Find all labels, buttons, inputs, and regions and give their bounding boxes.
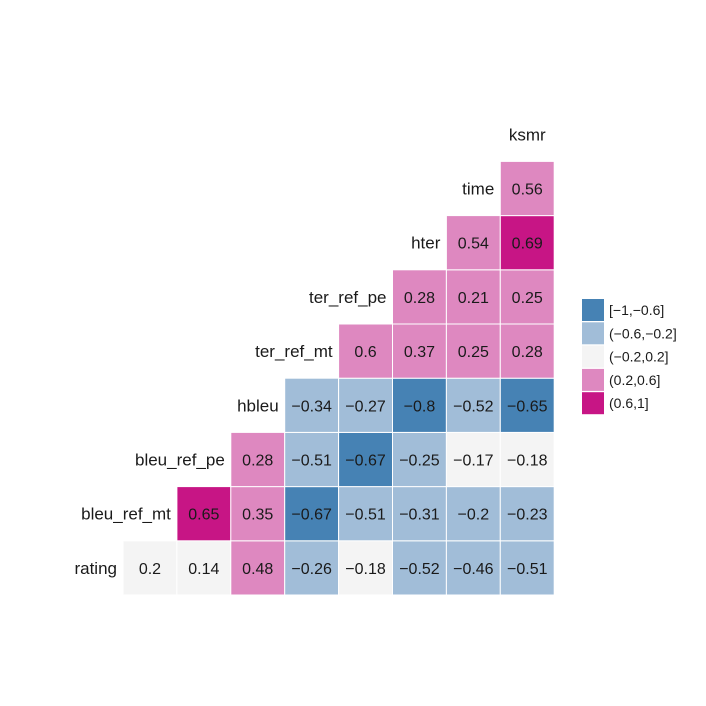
cell-value-label: 0.37 bbox=[404, 344, 435, 361]
legend-label-0: [−1,−0.6] bbox=[609, 302, 664, 318]
cell-value-label: 0.6 bbox=[354, 344, 376, 361]
cell-value-label: 0.65 bbox=[188, 507, 219, 524]
heatmap-cell-ksmr-rating bbox=[499, 540, 555, 596]
heatmap-cell-hter-ter_ref_pe bbox=[392, 269, 447, 325]
heatmap-cells: 0.2 0.14 0.65 0.48 0.35 0.28 −0.26 −0.67 −0.51 −0… bbox=[122, 160, 555, 596]
heatmap-cell-hbleu-bleu_ref_mt bbox=[230, 486, 286, 542]
heatmap-cell-hbleu-bleu_ref_pe bbox=[230, 431, 286, 488]
legend-label-2: (−0.2,0.2] bbox=[609, 349, 669, 365]
heatmap-cell-ksmr-time bbox=[499, 160, 555, 217]
cell-value-label: 0.28 bbox=[512, 344, 543, 361]
cell-value-label: −0.23 bbox=[507, 507, 548, 524]
heatmap-cell-hter-bleu_ref_pe bbox=[392, 431, 447, 488]
variable-label-bleu-ref-mt: bleu_ref_mt bbox=[81, 505, 171, 524]
cell-value-label: −0.65 bbox=[507, 398, 548, 415]
legend-swatch-3 bbox=[582, 368, 604, 391]
cell-value-label: 0.25 bbox=[512, 290, 543, 307]
heatmap-cell-ter_ref_pe-bleu_ref_mt bbox=[338, 486, 394, 542]
legend-label-3: (0.2,0.6] bbox=[609, 372, 660, 388]
heatmap-cell-time-ter_ref_pe bbox=[445, 269, 501, 325]
cell-value-label: 0.28 bbox=[404, 290, 435, 307]
cell-value-label: −0.25 bbox=[399, 453, 440, 470]
heatmap-cell-hter-rating bbox=[392, 540, 447, 596]
heatmap-cell-ksmr-hter bbox=[499, 215, 555, 271]
heatmap-cell-hter-bleu_ref_mt bbox=[392, 486, 447, 542]
cell-value-label: −0.51 bbox=[345, 507, 386, 524]
heatmap-cell-time-hbleu bbox=[445, 377, 501, 433]
cell-value-label: 0.48 bbox=[242, 561, 273, 578]
heatmap-cell-ksmr-hbleu bbox=[499, 377, 555, 433]
cell-value-label: −0.26 bbox=[291, 561, 332, 578]
cell-value-label: 0.25 bbox=[458, 344, 489, 361]
heatmap-cell-bleu_ref_mt-rating bbox=[122, 540, 178, 596]
cell-value-label: −0.51 bbox=[291, 453, 332, 470]
cell-value-label: −0.18 bbox=[345, 561, 386, 578]
heatmap-cell-ter_ref_mt-hbleu bbox=[284, 377, 340, 433]
cell-value-label: −0.17 bbox=[453, 453, 494, 470]
cell-value-label: 0.21 bbox=[458, 290, 489, 307]
variable-label-ksmr: ksmr bbox=[509, 125, 546, 144]
cell-value-label: −0.8 bbox=[404, 398, 436, 415]
legend-swatch-0 bbox=[582, 299, 604, 321]
heatmap-cell-ksmr-ter_ref_pe bbox=[499, 269, 555, 325]
heatmap-cell-ter_ref_pe-bleu_ref_pe bbox=[338, 431, 394, 488]
cell-value-label: −0.51 bbox=[507, 561, 548, 578]
variable-label-bleu-ref-pe: bleu_ref_pe bbox=[135, 451, 225, 470]
cell-value-label: 0.54 bbox=[458, 236, 489, 253]
cell-value-label: −0.67 bbox=[345, 453, 386, 470]
heatmap-cell-hter-ter_ref_mt bbox=[392, 323, 447, 379]
cell-value-label: −0.31 bbox=[399, 507, 440, 524]
cell-value-label: −0.27 bbox=[345, 398, 386, 415]
cell-value-label: −0.46 bbox=[453, 561, 494, 578]
cell-value-label: −0.52 bbox=[399, 561, 440, 578]
cell-value-label: −0.67 bbox=[291, 507, 332, 524]
legend-label-1: (−0.6,−0.2] bbox=[609, 325, 677, 341]
variable-label-hbleu: hbleu bbox=[237, 396, 279, 415]
legend-swatch-2 bbox=[582, 345, 604, 368]
cell-value-label: −0.52 bbox=[453, 398, 494, 415]
legend: [−1,−0.6] (−0.6,−0.2] (−0.2,0.2] (0.2,0.6] (… bbox=[582, 299, 677, 415]
heatmap-cell-ter_ref_mt-rating bbox=[284, 540, 340, 596]
cell-value-label: 0.69 bbox=[512, 236, 543, 253]
cell-value-label: 0.35 bbox=[242, 507, 273, 524]
heatmap-cell-ksmr-bleu_ref_mt bbox=[499, 486, 555, 542]
heatmap-cell-ter_ref_mt-bleu_ref_mt bbox=[284, 486, 340, 542]
cell-value-label: −0.2 bbox=[458, 507, 490, 524]
cell-value-label: 0.14 bbox=[188, 561, 219, 578]
variable-label-ter-ref-pe: ter_ref_pe bbox=[309, 288, 387, 307]
variable-label-rating: rating bbox=[74, 559, 117, 578]
heatmap-cell-time-bleu_ref_mt bbox=[445, 486, 501, 542]
variable-label-ter-ref-mt: ter_ref_mt bbox=[255, 342, 333, 361]
cell-value-label: 0.56 bbox=[512, 182, 543, 199]
cell-value-label: −0.18 bbox=[507, 453, 548, 470]
variable-labels: rating bleu_ref_mt bleu_ref_pe hbleu ter_ref… bbox=[74, 125, 546, 578]
heatmap-cell-bleu_ref_pe-bleu_ref_mt bbox=[176, 486, 232, 542]
cell-value-label: 0.28 bbox=[242, 453, 273, 470]
variable-label-time: time bbox=[462, 180, 494, 199]
heatmap-cell-time-hter bbox=[445, 215, 501, 271]
legend-swatch-1 bbox=[582, 322, 604, 345]
legend-label-4: (0.6,1] bbox=[609, 395, 649, 411]
heatmap-cell-hter-hbleu bbox=[392, 377, 447, 433]
cell-value-label: 0.2 bbox=[139, 561, 161, 578]
variable-label-hter: hter bbox=[411, 234, 441, 253]
legend-swatch-4 bbox=[582, 392, 604, 415]
heatmap-cell-bleu_ref_pe-rating bbox=[176, 540, 232, 596]
cell-value-label: −0.34 bbox=[291, 398, 332, 415]
heatmap-cell-ter_ref_mt-bleu_ref_pe bbox=[284, 431, 340, 488]
